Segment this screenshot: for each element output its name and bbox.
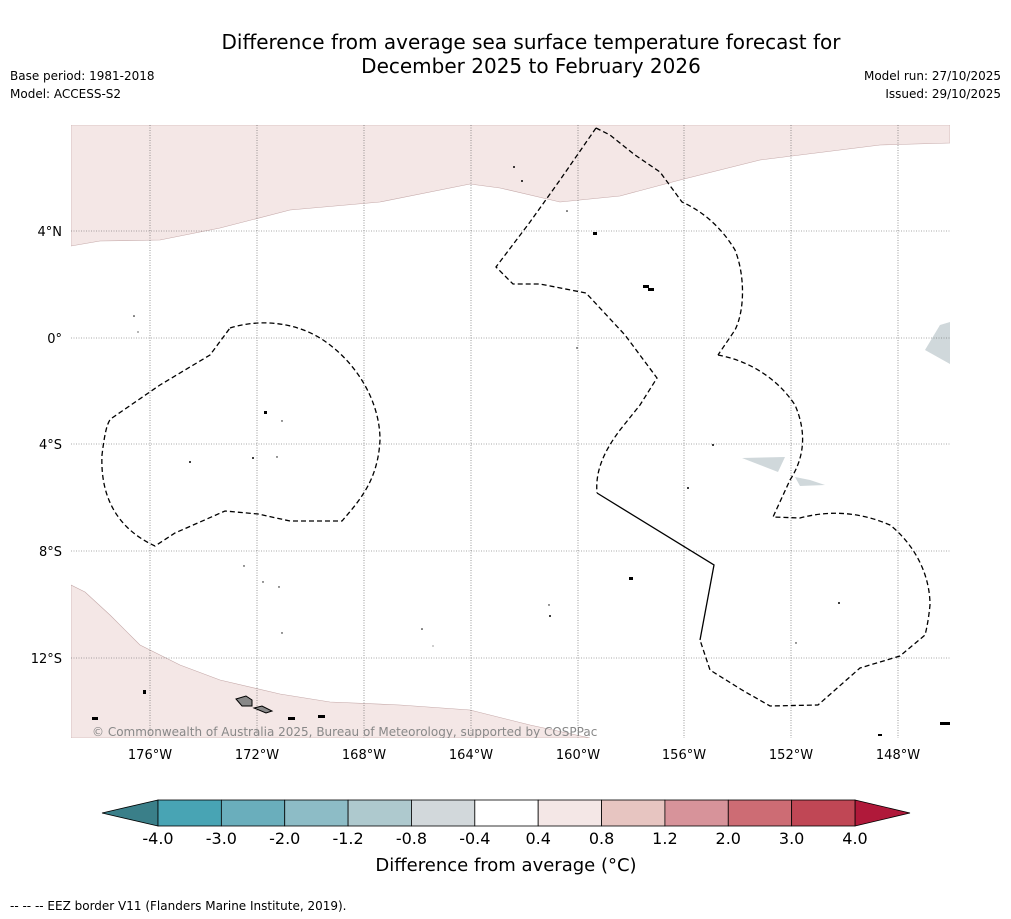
lat-label: 4°N (38, 225, 63, 240)
colorbar-segment (727, 799, 793, 827)
samoa-island-large (235, 695, 253, 707)
eez-central-west (495, 127, 658, 494)
colorbar-tick-label: -0.4 (459, 829, 490, 848)
eez-solid-border (596, 492, 715, 641)
page-title: Difference from average sea surface temp… (0, 30, 1011, 78)
colorbar-segment (157, 799, 222, 827)
colorbar-tick-label: 4.0 (842, 829, 867, 848)
colorbar-extend-low (101, 799, 159, 827)
colorbar-tick-label: -3.0 (206, 829, 237, 848)
islands (92, 166, 950, 736)
warm-anomaly-south (71, 584, 591, 738)
eez-footnote: -- -- -- EEZ border V11 (Flanders Marine… (10, 899, 347, 913)
issued-date: Issued: 29/10/2025 (885, 87, 1001, 101)
colorbar-segment (791, 799, 856, 827)
colorbar-tick-label: 2.0 (716, 829, 741, 848)
colorbar-tick-label: -2.0 (269, 829, 300, 848)
lat-label: 8°S (39, 545, 62, 560)
lon-label: 176°W (128, 748, 172, 763)
lon-label: 160°W (556, 748, 600, 763)
lon-label: 148°W (876, 748, 920, 763)
cool-anomaly-small (795, 477, 825, 486)
title-line-2: December 2025 to February 2026 (361, 54, 701, 78)
gridlines (71, 125, 950, 738)
lat-label: 0° (47, 332, 62, 347)
cool-anomaly-east (925, 322, 950, 364)
colorbar-segment (537, 799, 602, 827)
colorbar-tick-label: 3.0 (779, 829, 804, 848)
colorbar-tick-label: 0.4 (525, 829, 550, 848)
lat-label: 12°S (31, 652, 62, 667)
colorbar-segment (220, 799, 286, 827)
colorbar-tick-label: 1.2 (652, 829, 677, 848)
eez-central (595, 127, 744, 356)
longitude-labels: 176°W 172°W 168°W 164°W 160°W 156°W 152°… (128, 748, 920, 763)
model-name: Model: ACCESS-S2 (10, 87, 122, 101)
title-line-1: Difference from average sea surface temp… (221, 30, 841, 54)
lon-label: 168°W (342, 748, 386, 763)
colorbar-segment (284, 799, 349, 827)
colorbar-tick-labels: -4.0 -3.0 -2.0 -1.2 -0.8 -0.4 0.4 0.8 1.2 2.0 3.0 4… (142, 829, 867, 848)
latitude-labels: 4°N 0° 4°S 8°S 12°S (31, 225, 62, 667)
colorbar-tick-label: -4.0 (142, 829, 173, 848)
colorbar-segment (347, 799, 412, 827)
colorbar-segment (474, 799, 539, 827)
colorbar-tick-label: -1.2 (332, 829, 363, 848)
metadata-left: Base period: 1981-2018 Model: ACCESS-S2 (10, 67, 155, 103)
model-run: Model run: 27/10/2025 (863, 69, 1001, 83)
cool-anomaly-center (742, 457, 785, 472)
samoa-island-small (252, 705, 274, 714)
lon-label: 172°W (235, 748, 279, 763)
colorbar-label: Difference from average (°C) (375, 855, 637, 876)
copyright-notice: © Commonwealth of Australia 2025, Bureau… (92, 725, 597, 739)
colorbar: -4.0 -3.0 -2.0 -1.2 -0.8 -0.4 0.4 0.8 1.2 2.0 3.0 4… (101, 799, 911, 848)
warm-anomaly-north (71, 125, 950, 247)
lon-label: 156°W (662, 748, 706, 763)
colorbar-extend-high (854, 799, 911, 827)
map-area: © Commonwealth of Australia 2025, Bureau… (71, 125, 950, 739)
eez-east (699, 354, 931, 707)
colorbar-tick-label: 0.8 (589, 829, 614, 848)
colorbar-tick-label: -0.8 (396, 829, 427, 848)
colorbar-segment (601, 799, 666, 827)
colorbar-segments (157, 799, 856, 827)
lon-label: 164°W (449, 748, 493, 763)
lon-label: 152°W (769, 748, 813, 763)
metadata-right: Model run: 27/10/2025 Issued: 29/10/2025 (864, 67, 1001, 103)
eez-borders (101, 127, 931, 707)
colorbar-segment (411, 799, 476, 827)
base-period: Base period: 1981-2018 (10, 69, 155, 83)
lat-label: 4°S (39, 438, 62, 453)
colorbar-segment (664, 799, 729, 827)
